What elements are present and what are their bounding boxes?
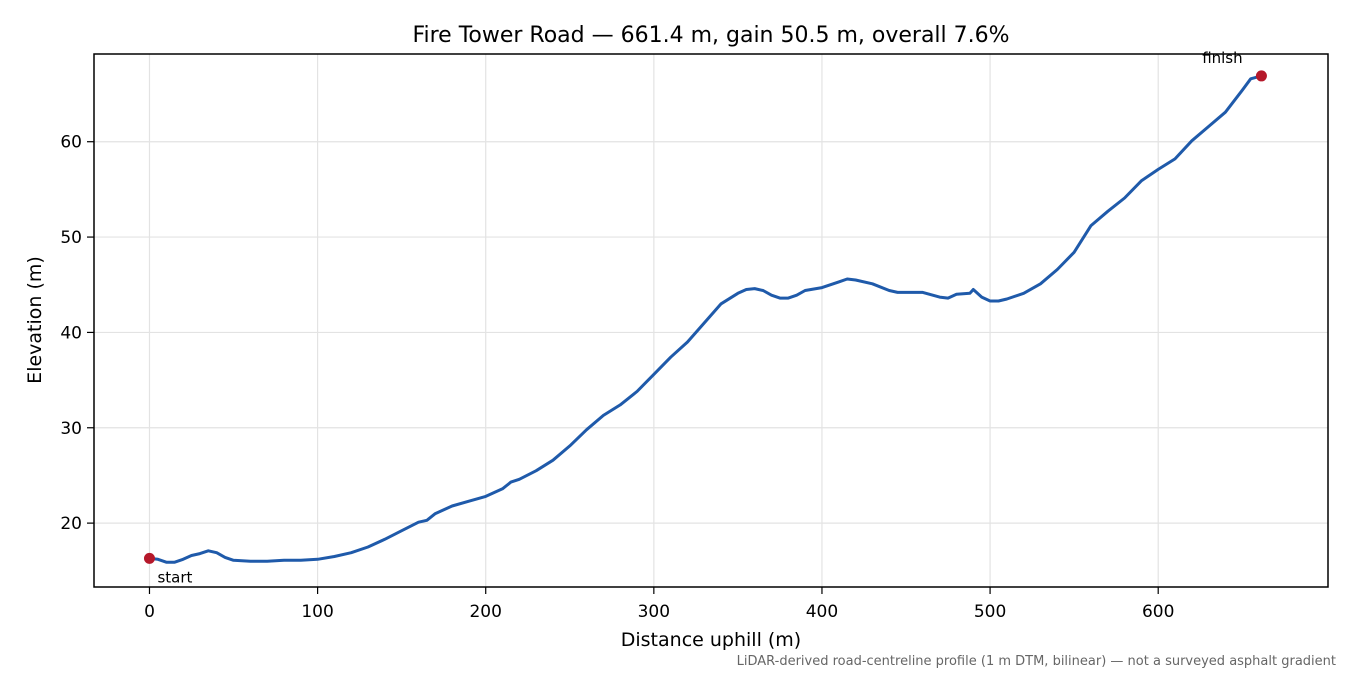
x-tick-label: 300 [638, 602, 670, 622]
x-tick-label: 400 [806, 602, 838, 622]
y-tick-label: 40 [60, 323, 82, 343]
finish-marker [1255, 70, 1267, 82]
chart-title: Fire Tower Road — 661.4 m, gain 50.5 m, … [412, 23, 1009, 48]
y-tick-label: 30 [60, 419, 82, 439]
y-tick-label: 60 [60, 133, 82, 153]
x-axis-label: Distance uphill (m) [621, 629, 801, 651]
y-tick-label: 20 [60, 514, 82, 534]
x-tick-label: 600 [1142, 602, 1174, 622]
y-axis-ticks: 20 30 40 50 60 [60, 133, 94, 534]
x-tick-label: 500 [974, 602, 1006, 622]
x-tick-label: 100 [301, 602, 333, 622]
finish-label: finish [1202, 49, 1242, 67]
x-axis-ticks: 0 100 200 300 400 500 600 [144, 587, 1174, 622]
y-tick-label: 50 [60, 228, 82, 248]
y-axis-label: Elevation (m) [24, 256, 46, 384]
plot-frame [93, 53, 1329, 588]
start-label: start [157, 568, 192, 586]
grid-lines [94, 54, 1328, 587]
start-marker [143, 552, 155, 564]
footnote: LiDAR-derived road-centreline profile (1… [737, 654, 1336, 669]
x-tick-label: 0 [144, 602, 155, 622]
x-tick-label: 200 [469, 602, 501, 622]
elevation-profile-line [148, 74, 1263, 564]
